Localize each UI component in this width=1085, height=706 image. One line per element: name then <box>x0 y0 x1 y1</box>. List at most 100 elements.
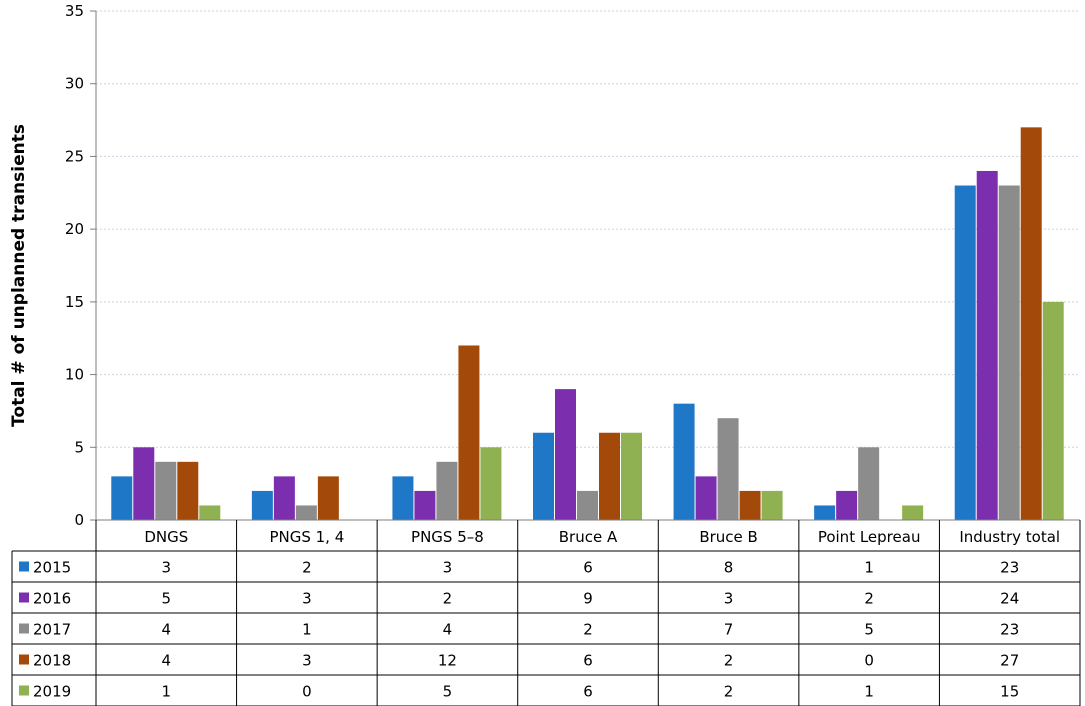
bar-2019-4 <box>761 490 783 520</box>
bar-2015-5 <box>814 505 836 520</box>
bar-2019-6 <box>1042 301 1064 520</box>
table-cell: 3 <box>162 559 172 577</box>
y-tick-label: 10 <box>65 366 84 384</box>
legend-swatch-2015 <box>19 561 29 572</box>
bars <box>111 127 1064 520</box>
bar-2016-2 <box>414 490 436 520</box>
bar-2018-4 <box>739 490 761 520</box>
legend-label-2016: 2016 <box>33 590 71 608</box>
bar-2015-0 <box>111 476 133 520</box>
legend-label-2017: 2017 <box>33 621 71 639</box>
x-tick-label: Industry total <box>959 528 1060 546</box>
x-tick-label: Bruce A <box>559 528 618 546</box>
y-tick-labels: 0 5 10 15 20 25 30 35 <box>65 2 84 529</box>
table-cell: 1 <box>162 683 172 701</box>
table-cell: 6 <box>583 652 593 670</box>
axes <box>90 10 1080 521</box>
y-tick-label: 30 <box>65 75 84 93</box>
table-cell: 12 <box>438 652 457 670</box>
bar-2017-0 <box>155 461 177 520</box>
bar-2016-5 <box>836 490 858 520</box>
x-tick-label: DNGS <box>144 528 188 546</box>
bar-2019-0 <box>199 505 221 520</box>
table-cell: 23 <box>1000 621 1019 639</box>
y-tick-label: 5 <box>74 438 84 456</box>
bar-2017-1 <box>295 505 317 520</box>
table-cell: 2 <box>302 559 312 577</box>
x-tick-label: PNGS 1, 4 <box>269 528 344 546</box>
bar-2016-3 <box>555 389 576 520</box>
table-cell: 3 <box>302 652 312 670</box>
table-cell: 8 <box>724 559 734 577</box>
bar-2017-4 <box>717 418 739 520</box>
bar-2017-2 <box>436 461 458 520</box>
bar-2018-2 <box>458 345 480 520</box>
y-tick-label: 0 <box>74 511 84 529</box>
table-cell: 7 <box>724 621 734 639</box>
legend-label-2015: 2015 <box>33 559 71 577</box>
table-cell: 1 <box>302 621 312 639</box>
bar-2019-5 <box>902 505 924 520</box>
bar-2019-3 <box>621 432 642 520</box>
bar-2015-4 <box>673 403 695 520</box>
legend-swatch-2017 <box>19 623 29 634</box>
bar-2018-3 <box>599 432 620 520</box>
legend-label-2019: 2019 <box>33 683 71 701</box>
x-tick-label: Bruce B <box>699 528 758 546</box>
table-cell: 24 <box>1000 590 1019 608</box>
bar-2016-0 <box>133 447 155 520</box>
legend-swatch-2016 <box>19 592 29 603</box>
table-cell: 3 <box>724 590 734 608</box>
table-cell: 1 <box>864 559 874 577</box>
legend-swatch-2018 <box>19 654 29 665</box>
bar-2016-1 <box>273 476 295 520</box>
table-cell: 4 <box>443 621 453 639</box>
bar-2018-0 <box>177 461 199 520</box>
bar-2017-5 <box>858 447 880 520</box>
table-cell: 4 <box>162 621 172 639</box>
bar-2019-2 <box>480 447 502 520</box>
table-cell: 2 <box>443 590 453 608</box>
y-tick-label: 35 <box>65 2 84 20</box>
y-axis-label: Total # of unplanned transients <box>9 124 29 427</box>
legend-label-2018: 2018 <box>33 652 71 670</box>
y-tick-label: 20 <box>65 220 84 238</box>
bar-2018-1 <box>317 476 339 520</box>
table-cell: 5 <box>162 590 172 608</box>
table-cell: 3 <box>443 559 453 577</box>
table-cell: 0 <box>864 652 874 670</box>
bar-2015-6 <box>954 185 976 520</box>
table-cell: 23 <box>1000 559 1019 577</box>
table-cell: 2 <box>583 621 593 639</box>
bar-2015-3 <box>533 432 554 520</box>
y-tick-label: 25 <box>65 147 84 165</box>
table-cell: 6 <box>583 683 593 701</box>
table-cell: 6 <box>583 559 593 577</box>
table-cell: 5 <box>443 683 453 701</box>
bar-2017-3 <box>577 490 598 520</box>
table-cell: 3 <box>302 590 312 608</box>
x-tick-label: Point Lepreau <box>818 528 921 546</box>
bar-2016-4 <box>695 476 717 520</box>
bar-2017-6 <box>998 185 1020 520</box>
bar-2015-1 <box>251 490 273 520</box>
table-cell: 2 <box>724 652 734 670</box>
table-cell: 2 <box>724 683 734 701</box>
bar-2016-6 <box>976 170 998 520</box>
x-tick-label: PNGS 5–8 <box>411 528 484 546</box>
table-cell: 27 <box>1000 652 1019 670</box>
table-cell: 1 <box>864 683 874 701</box>
table-cell: 0 <box>302 683 312 701</box>
table-cell: 4 <box>162 652 172 670</box>
table-cell: 2 <box>864 590 874 608</box>
data-table: DNGS PNGS 1, 4 PNGS 5–8 Bruce A Bruce B Point… <box>11 520 1081 706</box>
table-cell: 5 <box>864 621 874 639</box>
table-cell: 15 <box>1000 683 1019 701</box>
y-tick-label: 15 <box>65 293 84 311</box>
legend-swatch-2019 <box>19 685 29 696</box>
gridlines <box>96 10 1080 448</box>
table-cell: 9 <box>583 590 593 608</box>
bar-2018-6 <box>1020 127 1042 520</box>
bar-2015-2 <box>392 476 414 520</box>
